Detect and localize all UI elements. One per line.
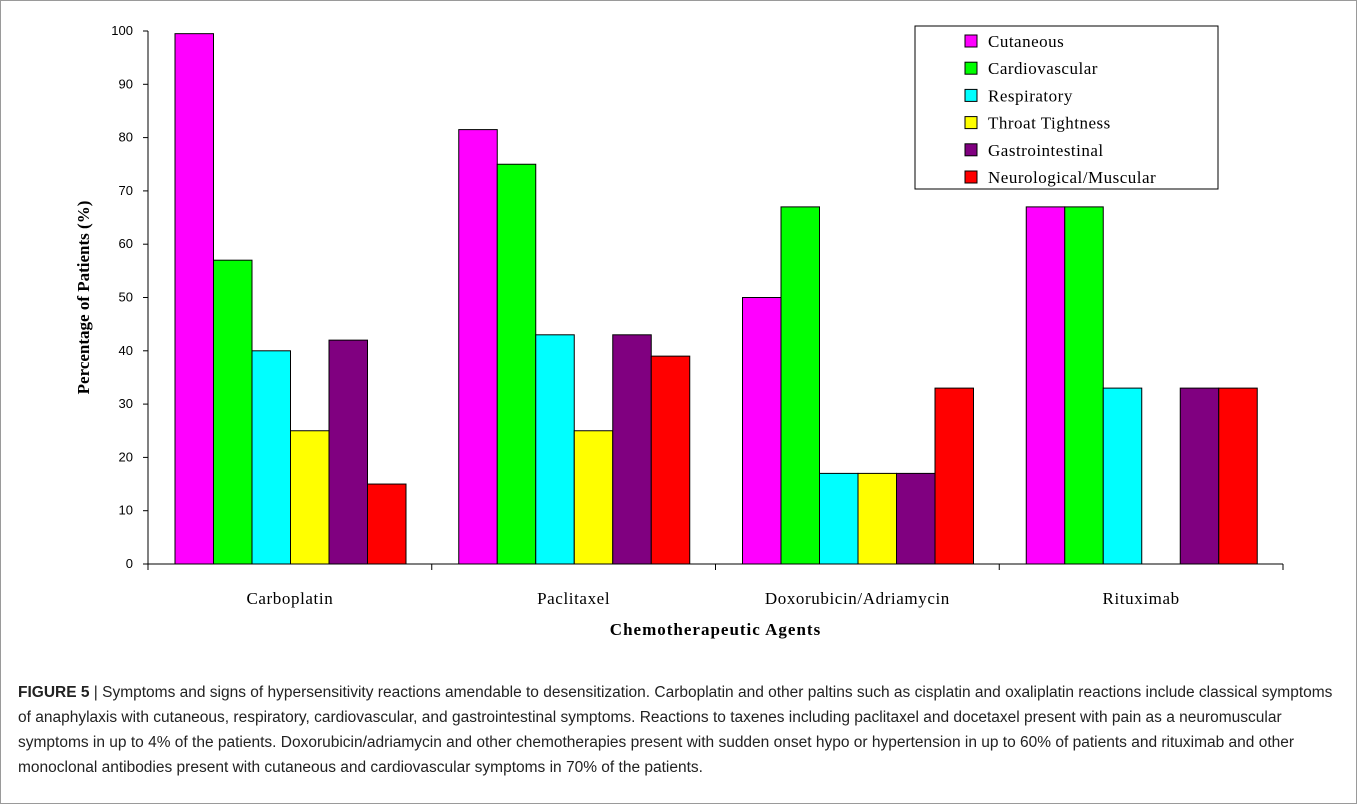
- y-tick-label: 50: [119, 290, 133, 305]
- y-tick-label: 70: [119, 183, 133, 198]
- legend-label: Gastrointestinal: [988, 141, 1104, 160]
- y-tick-label: 80: [119, 130, 133, 145]
- y-tick-label: 20: [119, 449, 133, 464]
- y-tick-label: 30: [119, 396, 133, 411]
- caption-separator: |: [89, 684, 103, 701]
- legend-swatch: [964, 143, 978, 157]
- legend-label: Throat Tightness: [988, 114, 1111, 133]
- caption-text: Symptoms and signs of hypersensitivity r…: [18, 684, 1333, 776]
- bar-neurological-muscular-carboplatin: [367, 483, 407, 565]
- y-tick-label: 90: [119, 76, 133, 91]
- bar-cutaneous-paclitaxel: [458, 129, 498, 565]
- bar-cardiovascular-paclitaxel: [496, 163, 537, 565]
- bar-gastrointestinal-rituximab: [1179, 387, 1220, 565]
- legend-swatch: [964, 170, 978, 184]
- y-axis-title: Percentage of Patients (%): [74, 201, 93, 395]
- bar-respiratory-paclitaxel: [535, 334, 575, 565]
- figure-caption: FIGURE 5 | Symptoms and signs of hyperse…: [18, 680, 1343, 780]
- bar-cardiovascular-carboplatin: [213, 259, 253, 565]
- x-category-labels: Carboplatin Paclitaxel Doxorubicin/Adriamy…: [246, 589, 1179, 608]
- legend-swatch: [964, 61, 978, 75]
- bar-cardiovascular-rituximab: [1064, 206, 1104, 565]
- x-axis-title: Chemotherapeutic Agents: [610, 620, 821, 639]
- legend-label: Neurological/Muscular: [988, 168, 1156, 187]
- bar-gastrointestinal-paclitaxel: [612, 334, 652, 565]
- x-category-label: Carboplatin: [246, 589, 333, 608]
- legend-label: Cardiovascular: [988, 59, 1098, 78]
- bar-cutaneous-rituximab: [1025, 206, 1066, 565]
- bar-respiratory-carboplatin: [251, 350, 291, 565]
- x-category-label: Paclitaxel: [537, 589, 610, 608]
- x-category-label: Doxorubicin/Adriamycin: [765, 589, 950, 608]
- bar-neurological-muscular-doxorubicin-adriamycin: [934, 387, 974, 565]
- y-ticks: 0 10 20 30 40 50 60 70 80 90 100: [111, 23, 148, 571]
- x-category-label: Rituximab: [1103, 589, 1180, 608]
- legend-swatch: [964, 34, 978, 48]
- bar-cutaneous-doxorubicin-adriamycin: [742, 297, 782, 565]
- bar-gastrointestinal-doxorubicin-adriamycin: [896, 472, 936, 565]
- bar-throat-tightness-carboplatin: [290, 430, 330, 565]
- bar-cardiovascular-doxorubicin-adriamycin: [780, 206, 820, 565]
- legend-swatch: [964, 116, 978, 130]
- bar-throat-tightness-paclitaxel: [573, 430, 614, 565]
- bar-gastrointestinal-carboplatin: [328, 339, 368, 565]
- y-tick-label: 100: [111, 23, 133, 38]
- y-tick-label: 60: [119, 236, 133, 251]
- y-tick-label: 40: [119, 343, 133, 358]
- legend-box: [914, 25, 1219, 190]
- y-tick-label: 0: [126, 556, 133, 571]
- bar-respiratory-rituximab: [1102, 387, 1143, 565]
- bar-respiratory-doxorubicin-adriamycin: [819, 472, 859, 565]
- bar-neurological-muscular-paclitaxel: [650, 355, 691, 565]
- y-tick-label: 10: [119, 503, 133, 518]
- bar-cutaneous-carboplatin: [174, 33, 214, 565]
- caption-label: FIGURE 5: [18, 684, 90, 701]
- legend-label: Respiratory: [988, 86, 1073, 105]
- legend-label: Cutaneous: [988, 32, 1064, 51]
- bar-chart: 0 10 20 30 40 50 60 70 80 90 100 Carboplatin Paclit…: [74, 23, 1284, 639]
- legend-swatch: [964, 88, 978, 102]
- bar-throat-tightness-doxorubicin-adriamycin: [857, 472, 897, 565]
- bar-neurological-muscular-rituximab: [1218, 387, 1258, 565]
- legend: Cutaneous Cardiovascular Respiratory Throat…: [914, 25, 1219, 190]
